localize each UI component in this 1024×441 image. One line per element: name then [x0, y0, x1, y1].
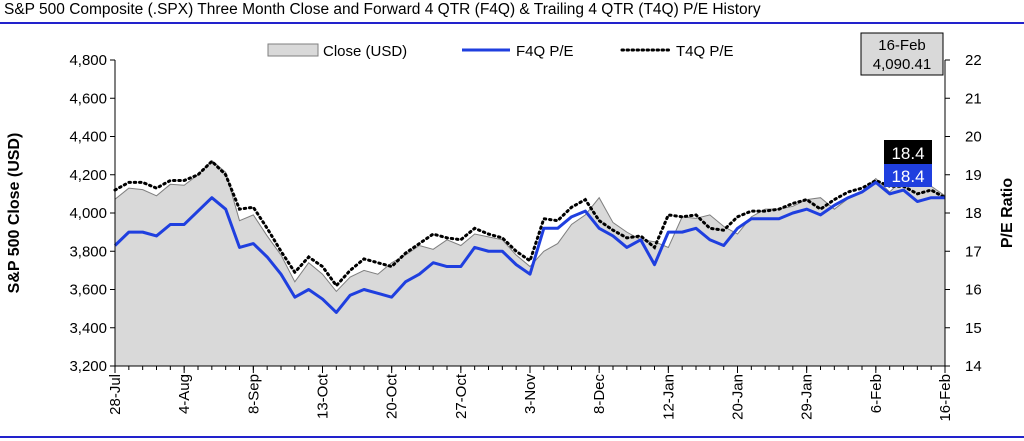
axes: 4,800 4,600 4,400 4,200 4,000 3,800 3,600 3,400… — [69, 52, 981, 422]
x-tick-label: 8-Sep — [245, 374, 262, 414]
callout-value: 4,090.41 — [873, 56, 931, 73]
y2-axis-title: P/E Ratio — [999, 178, 1016, 248]
x-tick-label: 8-Dec — [591, 374, 608, 415]
x-tick-label: 4-Aug — [176, 374, 193, 414]
x-tick-label: 28-Jul — [107, 374, 124, 415]
y2-tick-label: 22 — [965, 52, 982, 69]
y2-tick-label: 17 — [965, 243, 982, 260]
x-tick-label: 27-Oct — [453, 373, 470, 419]
y2-tick-label: 21 — [965, 90, 982, 107]
title-rule — [0, 22, 1024, 24]
plot-area — [113, 159, 947, 366]
y-tick-label: 3,600 — [69, 282, 107, 299]
x-tick-label: 3-Nov — [522, 374, 539, 415]
x-tick-label: 16-Feb — [937, 374, 954, 422]
y-tick-label: 3,400 — [69, 320, 107, 337]
y-tick-label: 3,200 — [69, 358, 107, 375]
legend-label-close: Close (USD) — [323, 43, 407, 60]
y-tick-label: 3,800 — [69, 243, 107, 260]
series-f4q-line — [113, 180, 945, 314]
x-tick-label: 12-Jan — [660, 374, 677, 420]
legend-label-t4q: T4Q P/E — [676, 43, 734, 60]
y2-tick-label: 18 — [965, 205, 982, 222]
y2-tick-label: 15 — [965, 320, 982, 337]
y2-tick-label: 16 — [965, 282, 982, 299]
last-value-callout: 16-Feb 4,090.41 — [860, 32, 944, 76]
end-label-t4q-text: 18.4 — [891, 144, 924, 163]
y-axis-title: S&P 500 Close (USD) — [6, 133, 23, 294]
legend-swatch-close — [267, 43, 319, 57]
bottom-rule — [0, 436, 1024, 438]
chart-title: S&P 500 Composite (.SPX) Three Month Clo… — [4, 1, 761, 18]
x-tick-label: 20-Oct — [384, 373, 401, 419]
end-label-f4q: 18.4 — [884, 164, 932, 187]
series-t4q-line — [113, 159, 947, 289]
x-tick-label: 13-Oct — [315, 373, 332, 419]
end-label-f4q-text: 18.4 — [891, 167, 924, 186]
y2-tick-label: 19 — [965, 167, 982, 184]
y2-tick-label: 14 — [965, 358, 982, 375]
y2-tick-label: 20 — [965, 129, 982, 146]
x-tick-label: 29-Jan — [799, 374, 816, 420]
y-tick-label: 4,200 — [69, 167, 107, 184]
y-tick-label: 4,000 — [69, 205, 107, 222]
series-close-area — [115, 160, 945, 366]
x-tick-label: 20-Jan — [730, 374, 747, 420]
callout-date: 16-Feb — [878, 37, 926, 54]
y-tick-label: 4,400 — [69, 129, 107, 146]
end-label-t4q: 18.4 — [884, 140, 932, 164]
legend-label-f4q: F4Q P/E — [516, 43, 574, 60]
x-tick-label: 6-Feb — [868, 374, 885, 413]
y-tick-label: 4,600 — [69, 90, 107, 107]
legend: Close (USD) F4Q P/E T4Q P/E — [267, 43, 734, 60]
y-tick-label: 4,800 — [69, 52, 107, 69]
